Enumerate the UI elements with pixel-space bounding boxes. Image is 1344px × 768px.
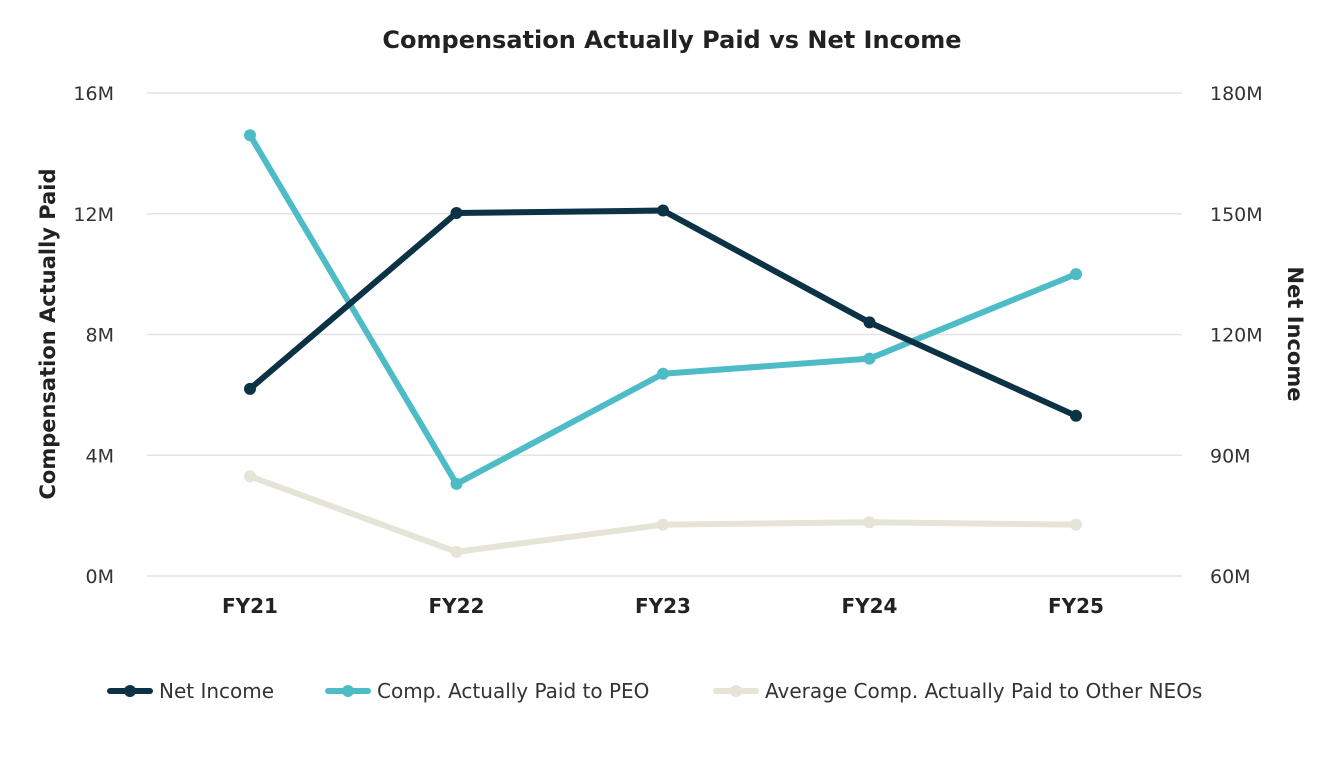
data-point [450,545,463,558]
left-axis-label: Compensation Actually Paid [36,168,60,499]
left-tick-label: 12M [73,204,114,226]
data-point [244,382,256,395]
gridlines [147,92,1182,577]
right-tick-label: 90M [1210,445,1251,467]
data-point [657,367,669,380]
legend-item: Average Comp. Actually Paid to Other NEO… [713,679,1202,703]
data-point [657,518,669,531]
legend-swatch-marker [124,685,136,697]
data-point [863,516,876,529]
data-point [1070,268,1082,281]
right-tick-label: 180M [1210,83,1263,105]
data-point [1070,518,1082,531]
legend: Net Income Comp. Actually Paid to PEO Aver… [107,679,1202,703]
left-tick-label: 16M [73,83,114,105]
series-line [247,473,1079,555]
legend-label: Net Income [159,679,274,703]
x-tick-label: FY24 [842,594,898,618]
x-tick-label: FY21 [222,594,278,618]
series-net-income [244,204,1082,422]
data-point [450,206,463,219]
right-axis-ticks: 60M 90M 120M 150M 180M [1210,83,1263,588]
x-axis-ticks: FY21 FY22 FY23 FY24 FY25 [222,594,1104,618]
right-tick-label: 60M [1210,566,1251,588]
legend-item: Net Income [107,679,274,703]
x-tick-label: FY25 [1048,594,1104,618]
series-average-comp-actually-paid-to-other-neos [244,470,1082,558]
series-lines [244,129,1082,558]
series-line [247,207,1079,419]
legend-label: Comp. Actually Paid to PEO [377,679,649,703]
data-point [657,204,669,217]
legend-swatch-marker [342,685,354,697]
left-tick-label: 4M [86,445,114,467]
series-line [247,132,1079,487]
right-tick-label: 150M [1210,204,1263,226]
series-comp-actually-paid-to-peo [244,129,1082,490]
legend-swatch-marker [730,685,742,697]
x-tick-label: FY22 [429,594,485,618]
legend-label: Average Comp. Actually Paid to Other NEO… [765,679,1202,703]
data-point [450,477,463,490]
chart-title: Compensation Actually Paid vs Net Income [382,26,961,54]
legend-item: Comp. Actually Paid to PEO [325,679,649,703]
data-point [863,316,876,329]
left-axis-ticks: 0M 4M 8M 12M 16M [73,83,114,588]
right-tick-label: 120M [1210,325,1263,347]
data-point [244,470,256,483]
right-axis-label: Net Income [1283,267,1307,402]
left-tick-label: 8M [86,325,114,347]
data-point [1070,409,1082,422]
data-point [863,352,876,365]
x-tick-label: FY23 [635,594,691,618]
left-tick-label: 0M [86,566,114,588]
data-point [244,129,256,142]
